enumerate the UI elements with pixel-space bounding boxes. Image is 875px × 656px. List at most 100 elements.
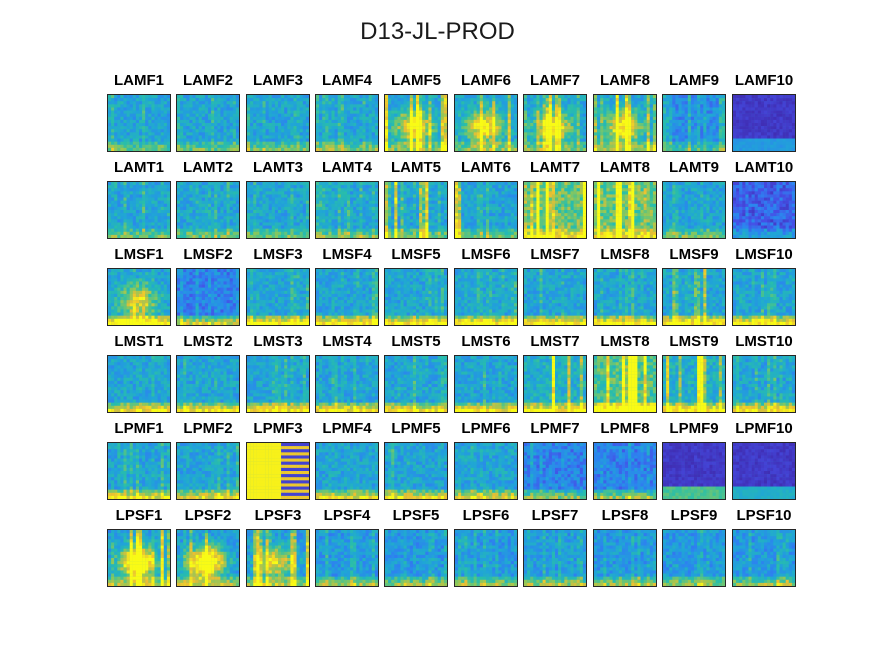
panel-title-lamf2: LAMF2	[163, 72, 253, 89]
heatmap-lmsf10	[733, 269, 795, 325]
heatmap-lpmf1	[108, 443, 170, 499]
heatmap-lamf8	[594, 95, 656, 151]
heatmap-panel-lamf10	[732, 94, 796, 152]
panel-title-lmst6: LMST6	[441, 333, 531, 350]
heatmap-lmsf2	[177, 269, 239, 325]
heatmap-panel-lpsf7	[523, 529, 587, 587]
heatmap-lamt3	[247, 182, 309, 238]
heatmap-panel-lmsf6	[454, 268, 518, 326]
heatmap-lpsf6	[455, 530, 517, 586]
heatmap-panel-lamf4	[315, 94, 379, 152]
heatmap-panel-lmsf9	[662, 268, 726, 326]
heatmap-lpmf6	[455, 443, 517, 499]
heatmap-panel-lmsf1	[107, 268, 171, 326]
panel-title-lmsf10: LMSF10	[719, 246, 809, 263]
panel-title-lpsf6: LPSF6	[441, 507, 531, 524]
heatmap-panel-lamf6	[454, 94, 518, 152]
panel-title-lmsf7: LMSF7	[510, 246, 600, 263]
heatmap-lmsf9	[663, 269, 725, 325]
heatmap-lamt1	[108, 182, 170, 238]
heatmap-lpsf7	[524, 530, 586, 586]
heatmap-lamf7	[524, 95, 586, 151]
panel-title-lpsf9: LPSF9	[649, 507, 739, 524]
heatmap-panel-lpsf1	[107, 529, 171, 587]
heatmap-panel-lpsf9	[662, 529, 726, 587]
heatmap-panel-lamf5	[384, 94, 448, 152]
heatmap-panel-lmsf3	[246, 268, 310, 326]
heatmap-panel-lamt2	[176, 181, 240, 239]
heatmap-lamf9	[663, 95, 725, 151]
heatmap-panel-lmst2	[176, 355, 240, 413]
heatmap-panel-lpmf10	[732, 442, 796, 500]
panel-title-lamf8: LAMF8	[580, 72, 670, 89]
heatmap-panel-lamt9	[662, 181, 726, 239]
heatmap-lmst4	[316, 356, 378, 412]
heatmap-panel-lmst6	[454, 355, 518, 413]
panel-title-lmsf5: LMSF5	[371, 246, 461, 263]
heatmap-lmst1	[108, 356, 170, 412]
panel-title-lmst8: LMST8	[580, 333, 670, 350]
panel-title-lamt2: LAMT2	[163, 159, 253, 176]
heatmap-panel-lpsf4	[315, 529, 379, 587]
panel-title-lpsf2: LPSF2	[163, 507, 253, 524]
panel-title-lamf7: LAMF7	[510, 72, 600, 89]
heatmap-lamt6	[455, 182, 517, 238]
heatmap-panel-lpmf6	[454, 442, 518, 500]
heatmap-panel-lmsf10	[732, 268, 796, 326]
panel-title-lpsf7: LPSF7	[510, 507, 600, 524]
heatmap-lpsf4	[316, 530, 378, 586]
heatmap-panel-lmst1	[107, 355, 171, 413]
panel-title-lamt8: LAMT8	[580, 159, 670, 176]
heatmap-panel-lmst3	[246, 355, 310, 413]
panel-title-lmst4: LMST4	[302, 333, 392, 350]
heatmap-lamf10	[733, 95, 795, 151]
panel-title-lpsf10: LPSF10	[719, 507, 809, 524]
panel-title-lmst9: LMST9	[649, 333, 739, 350]
heatmap-panel-lmsf8	[593, 268, 657, 326]
heatmap-lpsf2	[177, 530, 239, 586]
panel-title-lmst3: LMST3	[233, 333, 323, 350]
panel-title-lpsf5: LPSF5	[371, 507, 461, 524]
heatmap-panel-lamf8	[593, 94, 657, 152]
heatmap-panel-lpmf1	[107, 442, 171, 500]
panel-title-lmst10: LMST10	[719, 333, 809, 350]
panel-title-lmsf1: LMSF1	[94, 246, 184, 263]
heatmap-lmst5	[385, 356, 447, 412]
panel-title-lamt5: LAMT5	[371, 159, 461, 176]
panel-title-lamt10: LAMT10	[719, 159, 809, 176]
panel-title-lpmf1: LPMF1	[94, 420, 184, 437]
heatmap-panel-lamf2	[176, 94, 240, 152]
heatmap-lmst6	[455, 356, 517, 412]
heatmap-lamt7	[524, 182, 586, 238]
heatmap-lpmf7	[524, 443, 586, 499]
panel-title-lpsf1: LPSF1	[94, 507, 184, 524]
heatmap-panel-lamt3	[246, 181, 310, 239]
heatmap-panel-lmst7	[523, 355, 587, 413]
heatmap-panel-lamf1	[107, 94, 171, 152]
heatmap-panel-lamf7	[523, 94, 587, 152]
panel-title-lpmf10: LPMF10	[719, 420, 809, 437]
heatmap-lmsf8	[594, 269, 656, 325]
heatmap-lmst8	[594, 356, 656, 412]
panel-title-lpmf8: LPMF8	[580, 420, 670, 437]
panel-title-lmsf3: LMSF3	[233, 246, 323, 263]
panel-title-lamt9: LAMT9	[649, 159, 739, 176]
heatmap-panel-lmst8	[593, 355, 657, 413]
heatmap-panel-lmsf5	[384, 268, 448, 326]
panel-title-lmst1: LMST1	[94, 333, 184, 350]
heatmap-lpsf10	[733, 530, 795, 586]
heatmap-panel-lamf9	[662, 94, 726, 152]
heatmap-lmsf5	[385, 269, 447, 325]
heatmap-lmsf7	[524, 269, 586, 325]
heatmap-panel-lpsf3	[246, 529, 310, 587]
panel-title-lpsf8: LPSF8	[580, 507, 670, 524]
heatmap-lamf3	[247, 95, 309, 151]
panel-title-lmst5: LMST5	[371, 333, 461, 350]
heatmap-panel-lamt1	[107, 181, 171, 239]
heatmap-panel-lmst4	[315, 355, 379, 413]
heatmap-panel-lmst5	[384, 355, 448, 413]
heatmap-lpmf10	[733, 443, 795, 499]
heatmap-panel-lpmf2	[176, 442, 240, 500]
heatmap-panel-lpmf8	[593, 442, 657, 500]
